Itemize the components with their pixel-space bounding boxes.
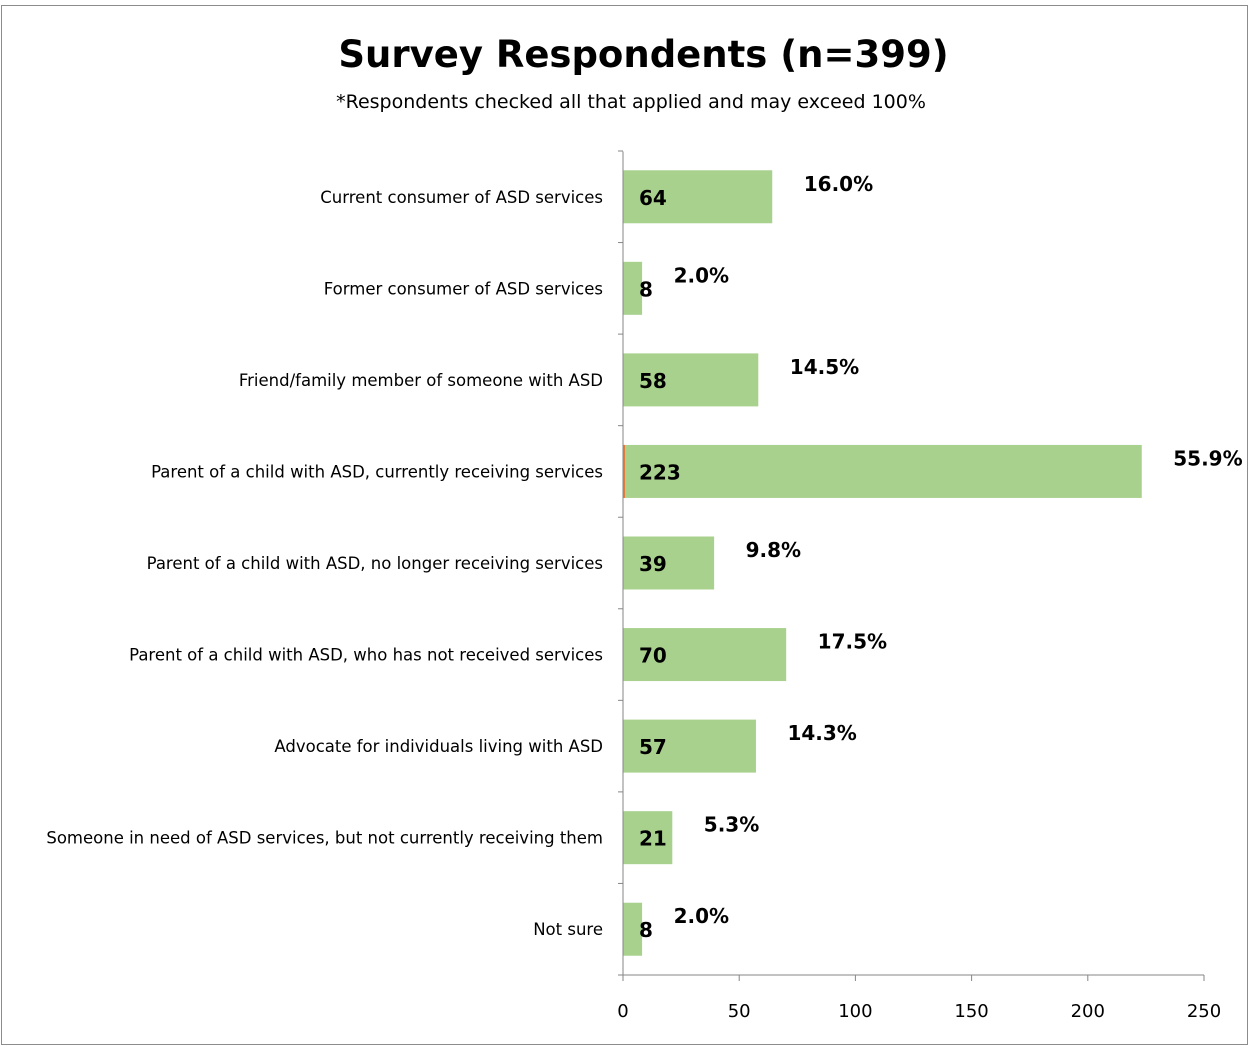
x-tick-label: 100 (838, 1001, 872, 1022)
x-tick-label: 250 (1187, 1001, 1221, 1022)
category-label: Parent of a child with ASD, who has not … (129, 646, 603, 665)
labels-layer: 0 50 100 150 200 250 Current consumer of ASD s… (46, 172, 1242, 1022)
bar-value-label: 223 (639, 460, 681, 484)
bar (623, 719, 756, 773)
bar-percent-label: 16.0% (804, 172, 873, 196)
category-label: Parent of a child with ASD, currently re… (151, 462, 603, 481)
category-label: Friend/family member of someone with ASD (239, 371, 603, 390)
bar-value-label: 8 (639, 277, 653, 301)
bar-percent-label: 55.9% (1173, 446, 1242, 470)
bar (623, 628, 787, 682)
bar-value-label: 70 (639, 644, 667, 668)
bar-value-label: 57 (639, 735, 667, 759)
category-label: Someone in need of ASD services, but not… (46, 829, 603, 848)
bars-layer (623, 170, 1142, 956)
category-label: Not sure (533, 920, 603, 939)
bar (623, 170, 773, 224)
bar-value-label: 8 (639, 918, 653, 942)
chart-subtitle: *Respondents checked all that applied an… (336, 91, 926, 113)
bar-percent-label: 2.0% (674, 904, 729, 928)
bar (623, 261, 643, 315)
bar-percent-label: 14.5% (790, 355, 859, 379)
bar-percent-label: 14.3% (787, 721, 856, 745)
bar-percent-label: 2.0% (674, 263, 729, 287)
category-label: Current consumer of ASD services (320, 188, 603, 207)
category-label: Advocate for individuals living with ASD (274, 737, 603, 756)
axes-layer (618, 150, 1205, 981)
x-tick-label: 200 (1071, 1001, 1105, 1022)
bar (623, 536, 715, 590)
x-tick-label: 0 (617, 1001, 628, 1022)
bar-value-label: 58 (639, 369, 667, 393)
bar-value-label: 39 (639, 552, 667, 576)
category-label: Parent of a child with ASD, no longer re… (147, 554, 603, 573)
bar (623, 902, 643, 956)
bar (623, 444, 1142, 498)
x-tick-label: 50 (728, 1001, 751, 1022)
bar-percent-label: 9.8% (746, 538, 801, 562)
bar-value-label: 64 (639, 186, 667, 210)
bar-percent-label: 5.3% (704, 813, 759, 837)
bar (623, 353, 759, 407)
bar-percent-label: 17.5% (818, 630, 887, 654)
bar-value-label: 21 (639, 827, 667, 851)
bar (623, 811, 673, 865)
chart-title: Survey Respondents (n=399) (338, 33, 949, 76)
x-tick-label: 150 (954, 1001, 988, 1022)
category-label: Former consumer of ASD services (324, 279, 603, 298)
